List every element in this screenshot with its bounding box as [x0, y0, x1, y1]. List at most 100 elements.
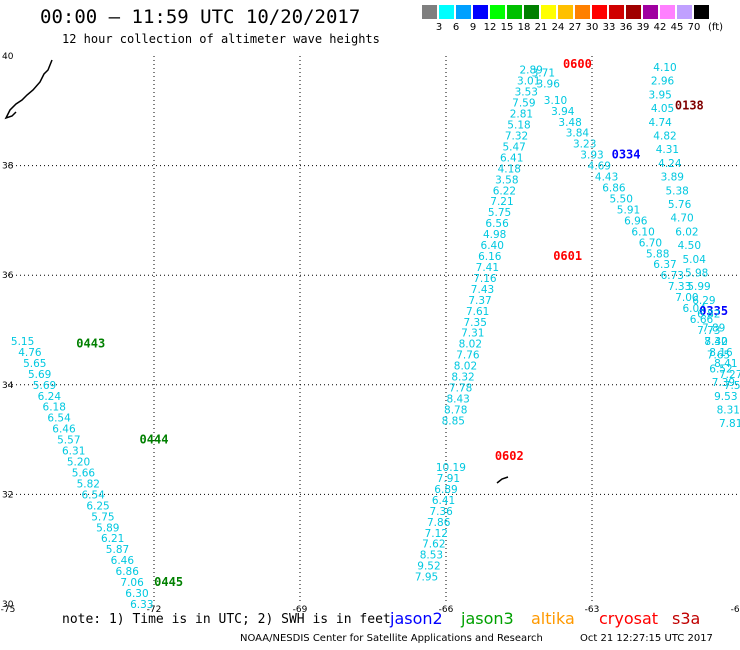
- wave-height-value: 8.42: [704, 336, 727, 348]
- wave-height-value: 7.27: [719, 369, 740, 381]
- wave-height-value: 3.48: [558, 117, 581, 129]
- wave-height-value: 4.18: [498, 163, 521, 175]
- pass-time-label: 0335: [699, 304, 728, 318]
- wave-height-value: 8.02: [454, 361, 477, 373]
- wave-height-value: 5.04: [683, 254, 707, 266]
- wave-height-value: 6.30: [125, 588, 148, 600]
- wave-height-value: 4.70: [670, 213, 693, 225]
- colorbar-swatch: [609, 5, 624, 19]
- legend-cryosat: cryosat: [599, 609, 659, 628]
- colorbar-level-label: 6: [452, 22, 460, 33]
- x-tick-label: -75: [1, 605, 16, 615]
- colorbar-swatch: [592, 5, 607, 19]
- wave-height-value: 3.71: [532, 67, 555, 79]
- wave-height-value: 6.25: [86, 500, 109, 512]
- wave-height-value: 6.46: [52, 424, 76, 436]
- wave-height-value: 2.81: [510, 109, 533, 121]
- wave-height-value: 6.31: [62, 446, 85, 458]
- pass-time-label: 0600: [563, 57, 592, 71]
- colorbar-level-label: 18: [517, 22, 531, 33]
- wave-height-value: 5.38: [665, 185, 688, 197]
- colorbar-swatch: [473, 5, 488, 19]
- colorbar-swatch: [660, 5, 675, 19]
- wave-height-value: 5.18: [507, 120, 530, 132]
- track-marker-shape: [496, 476, 509, 484]
- wave-height-value: 6.41: [500, 152, 523, 164]
- colorbar-level-label: 24: [551, 22, 565, 33]
- wave-height-value: 10.19: [436, 462, 466, 474]
- colorbar-swatch: [643, 5, 658, 19]
- wave-height-value: 6.96: [624, 215, 648, 227]
- chart-subtitle: 12 hour collection of altimeter wave hei…: [62, 32, 380, 46]
- y-tick-label: 40: [2, 52, 14, 62]
- wave-height-value: 4.05: [651, 103, 674, 115]
- wave-height-value: 4.76: [18, 347, 42, 359]
- wave-height-value: 6.24: [38, 391, 62, 403]
- pass-time-label: 0445: [154, 575, 183, 589]
- wave-height-value: 5.20: [67, 457, 90, 469]
- wave-height-value: 5.69: [33, 380, 56, 392]
- pass-time-label: 0444: [140, 433, 169, 447]
- wave-height-value: 7.12: [425, 528, 448, 540]
- colorbar-level-label: 12: [483, 22, 497, 33]
- wave-height-value: 5.69: [28, 369, 51, 381]
- wave-height-value: 5.57: [57, 435, 80, 447]
- wave-height-value: 7.37: [468, 295, 491, 307]
- wave-height-value: 4.98: [483, 229, 506, 241]
- colorbar-unit: (ft): [708, 22, 724, 33]
- wave-height-value: 6.37: [653, 259, 676, 271]
- wave-height-value: 6.54: [47, 413, 71, 425]
- colorbar-swatch: [422, 5, 437, 19]
- colorbar-swatch: [507, 5, 522, 19]
- wave-height-value: 7.81: [719, 418, 740, 430]
- y-tick-label: 30: [2, 600, 14, 610]
- wave-height-value: 6.52: [709, 363, 732, 375]
- wave-height-value: 7.78: [449, 383, 472, 395]
- wave-height-value: 6.04: [683, 303, 707, 315]
- wave-height-value: 3.94: [551, 106, 575, 118]
- wave-height-value: 8.85: [442, 415, 465, 427]
- wave-height-value: 3.84: [566, 128, 590, 140]
- wave-height-value: 6.86: [116, 566, 140, 578]
- y-tick-label: 38: [2, 162, 14, 172]
- wave-height-value: 4.74: [648, 117, 672, 129]
- wave-height-value: 6.18: [43, 402, 66, 414]
- legend-jason2: jason2: [390, 609, 443, 628]
- colorbar-swatch: [694, 5, 709, 19]
- colorbar-swatch: [490, 5, 505, 19]
- wave-height-value: 7.61: [466, 306, 489, 318]
- wave-height-value: 3.10: [544, 95, 567, 107]
- wave-height-value: 6.66: [690, 314, 714, 326]
- wave-height-value: 6.46: [111, 555, 135, 567]
- wave-height-value: 6.54: [81, 489, 105, 501]
- wave-height-value: 5.89: [96, 522, 119, 534]
- colorbar-level-label: 3: [435, 22, 443, 33]
- wave-height-value: 8.78: [444, 404, 467, 416]
- colorbar-level-label: 21: [534, 22, 548, 33]
- wave-height-value: 4.82: [653, 130, 676, 142]
- wave-height-value: 2.96: [651, 76, 675, 88]
- x-tick-label: -60: [731, 605, 740, 615]
- y-tick-label: 36: [2, 271, 14, 281]
- wave-height-value: 7.86: [427, 517, 451, 529]
- colorbar-swatch: [575, 5, 590, 19]
- wave-height-value: 5.75: [488, 207, 511, 219]
- colorbar-level-label: 27: [568, 22, 582, 33]
- wave-height-value: 7.35: [464, 317, 487, 329]
- wave-height-value: 4.10: [653, 62, 676, 74]
- wave-height-value: 6.10: [631, 226, 654, 238]
- wave-height-value: 6.21: [101, 533, 124, 545]
- x-tick-label: -69: [293, 605, 308, 615]
- wave-height-value: 7.21: [490, 196, 513, 208]
- legend-altika: altika: [531, 609, 575, 628]
- wave-height-value: 7.89: [702, 322, 725, 334]
- pass-time-label: 0443: [76, 337, 105, 351]
- wave-height-value: 7.41: [476, 262, 499, 274]
- wave-height-value: 3.89: [661, 172, 684, 184]
- colorbar-level-label: 30: [585, 22, 599, 33]
- wave-height-value: 7.31: [461, 328, 484, 340]
- colorbar-level-label: 39: [636, 22, 650, 33]
- wave-height-value: 8.31: [717, 404, 740, 416]
- wave-height-value: 5.99: [687, 281, 710, 293]
